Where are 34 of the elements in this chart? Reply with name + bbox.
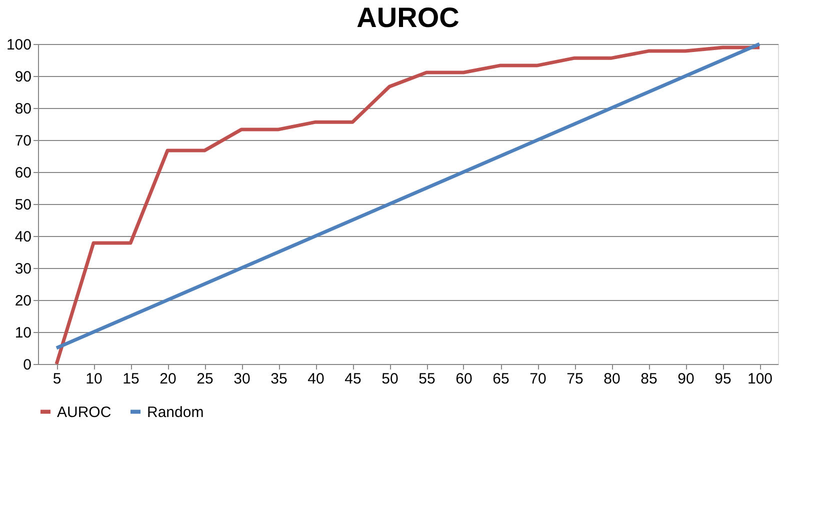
x-tick-label: 90 xyxy=(678,370,694,388)
y-tick-label: 20 xyxy=(14,292,32,310)
x-tick-label: 50 xyxy=(382,370,398,388)
x-tick-label: 70 xyxy=(530,370,546,388)
y-tick-label: 0 xyxy=(23,356,32,374)
x-tick-label: 10 xyxy=(86,370,102,388)
x-tick-label: 65 xyxy=(492,370,510,388)
x-tick-label: 25 xyxy=(196,370,214,388)
x-tick-label: 30 xyxy=(234,370,250,388)
x-tick-label: 100 xyxy=(747,370,773,388)
legend-label: AUROC xyxy=(57,404,112,421)
y-tick-label: 80 xyxy=(14,100,32,118)
x-tick-label: 75 xyxy=(566,370,584,388)
y-tick-label: 60 xyxy=(14,164,32,182)
x-tick-label: 95 xyxy=(714,370,732,388)
legend-label: Random xyxy=(147,404,204,421)
y-tick-label: 10 xyxy=(14,324,32,342)
y-tick-label: 40 xyxy=(14,228,32,246)
x-tick-label: 15 xyxy=(122,370,140,388)
x-tick-label: 60 xyxy=(456,370,472,388)
x-tick-label: 35 xyxy=(270,370,288,388)
x-tick-label: 40 xyxy=(308,370,324,388)
y-tick-label: 100 xyxy=(6,36,32,54)
x-tick-label: 80 xyxy=(604,370,620,388)
y-tick-label: 50 xyxy=(14,196,32,214)
x-tick-label: 5 xyxy=(52,370,62,388)
y-tick-label: 70 xyxy=(14,132,32,150)
x-tick-label: 45 xyxy=(344,370,362,388)
y-tick-label: 30 xyxy=(14,260,32,278)
y-tick-label: 90 xyxy=(14,68,32,86)
x-tick-label: 55 xyxy=(418,370,436,388)
chart-title: AUROC xyxy=(356,2,460,33)
x-tick-label: 20 xyxy=(160,370,176,388)
x-tick-label: 85 xyxy=(640,370,658,388)
